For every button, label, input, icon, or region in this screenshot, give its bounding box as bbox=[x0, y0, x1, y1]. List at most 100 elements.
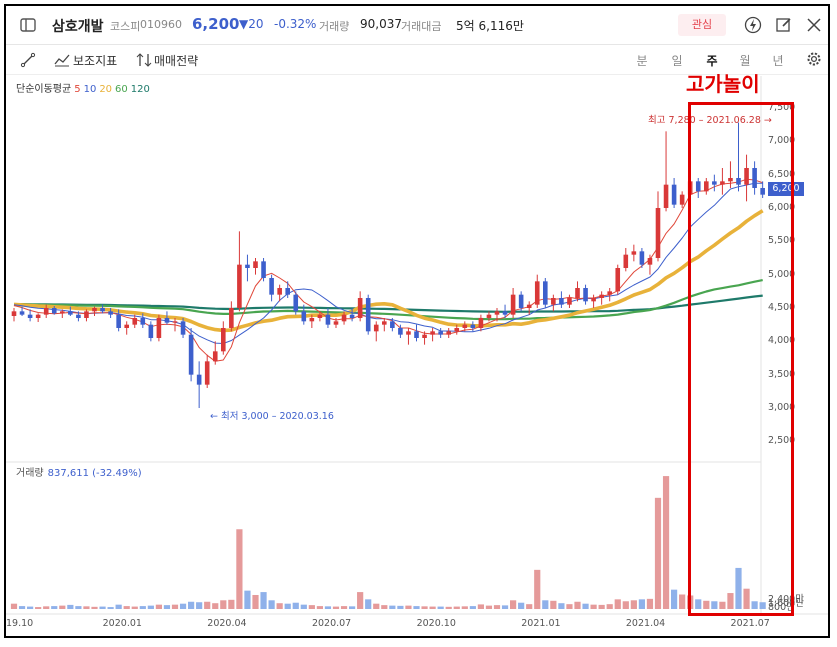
volume-bar bbox=[115, 604, 122, 609]
stock-header: 삼호개발 코스피 010960 6,200 ▼20 -0.32% 거래량 90,… bbox=[6, 6, 828, 45]
period-week[interactable]: 주 bbox=[706, 54, 718, 68]
candle-body bbox=[156, 318, 162, 338]
candle-body bbox=[486, 314, 492, 318]
candle-body bbox=[543, 281, 548, 305]
volume-bar bbox=[179, 603, 187, 609]
volume-bar bbox=[397, 605, 404, 609]
candle-body bbox=[92, 308, 97, 312]
volume-bar bbox=[445, 606, 452, 609]
candle-body bbox=[269, 278, 274, 295]
price-change-pct: -0.32% bbox=[274, 17, 317, 31]
candle-body bbox=[446, 331, 451, 335]
volume-bar bbox=[155, 604, 162, 609]
volume-bar bbox=[534, 569, 541, 609]
candle-body bbox=[414, 331, 419, 338]
candle-body bbox=[140, 318, 146, 325]
volume-bar bbox=[630, 600, 637, 609]
volume-bar bbox=[622, 601, 629, 609]
candle-body bbox=[623, 254, 629, 268]
volume-bar bbox=[308, 605, 315, 609]
volume-bar bbox=[357, 592, 364, 609]
candle-body bbox=[559, 298, 564, 305]
candle-body bbox=[518, 294, 524, 308]
candle-body bbox=[478, 318, 484, 328]
candle-body bbox=[11, 311, 17, 316]
ma-20-line bbox=[13, 209, 764, 333]
favorite-button[interactable]: 관심 bbox=[678, 14, 726, 36]
stock-market: 코스피 bbox=[110, 20, 141, 33]
volume-value: 90,037 bbox=[360, 17, 402, 31]
volume-bar bbox=[228, 599, 235, 609]
volume-bar bbox=[123, 606, 130, 609]
volume-bar bbox=[671, 589, 678, 609]
volume-bar bbox=[421, 606, 428, 609]
candle-body bbox=[116, 314, 121, 328]
ma-legend-120: 120 bbox=[130, 84, 150, 95]
candle-body bbox=[100, 308, 105, 312]
volume-bar bbox=[493, 605, 501, 609]
volume-bar bbox=[236, 529, 243, 609]
volume-bar bbox=[244, 590, 251, 609]
volume-bar bbox=[485, 605, 493, 609]
period-year[interactable]: 년 bbox=[772, 54, 784, 68]
draw-line-icon[interactable] bbox=[20, 52, 36, 68]
volume-bar bbox=[349, 606, 356, 609]
high-annotation: 최고 7,280 – 2021.06.28 → bbox=[648, 115, 772, 126]
candle-body bbox=[655, 208, 661, 258]
volume-bar bbox=[461, 606, 468, 609]
candle-body bbox=[285, 288, 290, 295]
volume-bar bbox=[91, 606, 98, 609]
strategy-button[interactable]: 매매전략 bbox=[154, 54, 199, 68]
lightning-icon[interactable] bbox=[744, 16, 762, 34]
candle-body bbox=[148, 324, 154, 338]
price-tick-label: 2,500 bbox=[768, 435, 796, 447]
price-tick-label: 6,000 bbox=[768, 202, 796, 213]
volume-bar bbox=[300, 604, 307, 609]
candle-body bbox=[752, 168, 757, 188]
candle-body bbox=[663, 184, 669, 208]
candle-body bbox=[253, 261, 258, 268]
volume-bar bbox=[429, 606, 436, 609]
volume-bar bbox=[437, 606, 444, 609]
volume-tick-label: 2,400만 bbox=[768, 594, 804, 606]
period-day[interactable]: 일 bbox=[671, 54, 683, 68]
stock-name: 삼호개발 bbox=[52, 19, 104, 35]
candle-body bbox=[325, 314, 331, 325]
volume-bar bbox=[646, 598, 654, 609]
price-chart[interactable] bbox=[6, 6, 828, 636]
volume-bar bbox=[526, 604, 533, 609]
volume-bar bbox=[324, 606, 332, 609]
candle-body bbox=[695, 181, 701, 192]
close-icon[interactable] bbox=[805, 16, 823, 34]
period-minute[interactable]: 분 bbox=[636, 54, 648, 68]
candle-body bbox=[712, 181, 717, 185]
volume-bar bbox=[163, 605, 171, 609]
ma-5-line bbox=[13, 178, 763, 362]
edit-icon[interactable] bbox=[775, 16, 793, 34]
candle-body bbox=[728, 178, 733, 182]
candle-body bbox=[639, 251, 645, 265]
volume-bar bbox=[695, 599, 702, 609]
indicator-button[interactable]: 보조지표 bbox=[73, 54, 118, 68]
candle-body bbox=[180, 321, 186, 335]
current-price-tag: 6,200 bbox=[768, 182, 804, 196]
candle-body bbox=[349, 314, 355, 318]
ma-120-line bbox=[14, 294, 763, 313]
ma-60-line bbox=[13, 279, 763, 321]
ma-legend-20: 20 bbox=[99, 84, 113, 95]
sidebar-toggle-icon[interactable] bbox=[20, 17, 36, 33]
settings-gear-icon[interactable] bbox=[806, 51, 822, 67]
volume-bar bbox=[711, 601, 718, 609]
candle-body bbox=[365, 298, 371, 332]
candle-body bbox=[188, 334, 194, 375]
volume-bar bbox=[107, 607, 114, 609]
ma-legend: 단순이동평균 5 10 20 60 120 bbox=[16, 80, 150, 95]
time-tick-label: 2020.01 bbox=[102, 618, 142, 629]
volume-bar bbox=[501, 605, 509, 609]
time-tick-label: 2021.01 bbox=[521, 618, 561, 629]
candle-body bbox=[76, 314, 81, 318]
period-month[interactable]: 월 bbox=[739, 54, 751, 68]
volume-bar bbox=[703, 600, 710, 609]
current-price: 6,200 bbox=[192, 15, 240, 33]
volume-bar bbox=[381, 605, 388, 609]
